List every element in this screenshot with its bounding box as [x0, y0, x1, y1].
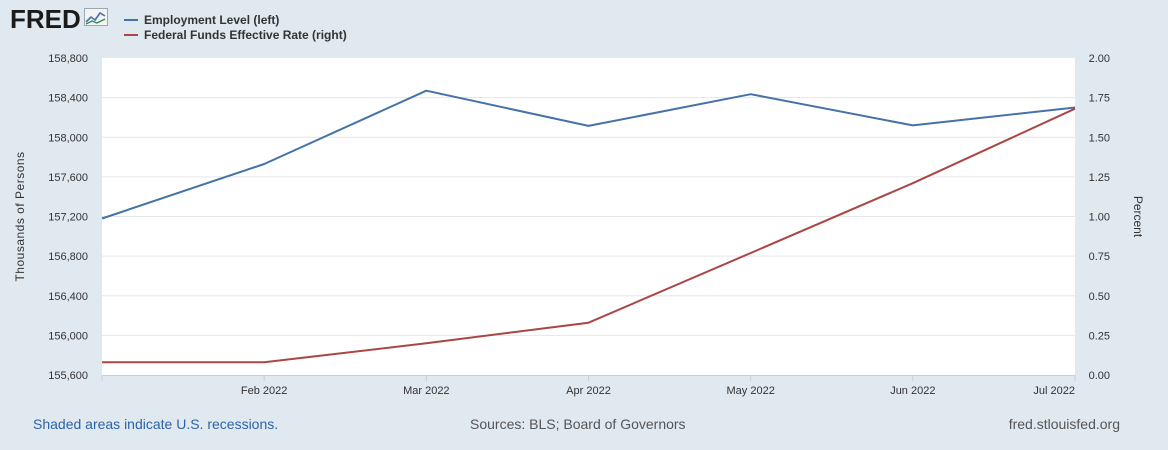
fred-logo[interactable]: FRED: [10, 6, 108, 32]
legend-swatch-employment: [124, 18, 138, 21]
right-axis-title: Percent: [1131, 196, 1145, 238]
fedfunds-data-point[interactable]: [1072, 106, 1078, 112]
right-tick-label: 0.25: [1089, 330, 1110, 342]
employment-data-point[interactable]: [261, 161, 267, 167]
legend-item-employment[interactable]: Employment Level (left): [124, 12, 347, 27]
fedfunds-data-point[interactable]: [423, 340, 429, 346]
x-tick-label: Apr 2022: [566, 385, 611, 397]
left-tick-label: 156,800: [48, 251, 88, 263]
legend-item-fedfunds[interactable]: Federal Funds Effective Rate (right): [124, 27, 347, 42]
site-link[interactable]: fred.stlouisfed.org: [1008, 416, 1120, 432]
left-tick-label: 156,000: [48, 330, 88, 342]
left-tick-label: 155,600: [48, 370, 88, 382]
fedfunds-data-point[interactable]: [261, 359, 267, 365]
chart-line-icon: [83, 7, 108, 31]
employment-data-point[interactable]: [748, 91, 754, 97]
x-tick-label: Jun 2022: [890, 385, 935, 397]
fedfunds-data-point[interactable]: [910, 180, 916, 186]
employment-data-point[interactable]: [910, 122, 916, 128]
x-tick-label: Jul 2022: [1033, 385, 1075, 397]
fedfunds-data-point[interactable]: [748, 250, 754, 256]
right-tick-label: 1.75: [1089, 93, 1110, 105]
left-tick-label: 157,200: [48, 212, 88, 224]
legend-label-employment: Employment Level (left): [144, 12, 280, 27]
left-axis-title: Thousands of Persons: [13, 151, 27, 281]
employment-series-line[interactable]: [101, 89, 1076, 220]
legend-swatch-fedfunds: [124, 33, 138, 36]
recession-note: Shaded areas indicate U.S. recessions.: [33, 416, 279, 432]
employment-data-point[interactable]: [586, 123, 592, 129]
right-tick-label: 1.25: [1089, 172, 1110, 184]
left-tick-label: 158,800: [48, 53, 88, 65]
right-tick-label: 2.00: [1089, 53, 1110, 65]
right-tick-label: 0.00: [1089, 370, 1110, 382]
left-tick-label: 158,400: [48, 93, 88, 105]
left-tick-label: 156,400: [48, 291, 88, 303]
legend: Employment Level (left) Federal Funds Ef…: [124, 12, 347, 42]
fedfunds-data-point[interactable]: [99, 359, 105, 365]
left-tick-label: 157,600: [48, 172, 88, 184]
right-tick-label: 1.00: [1089, 212, 1110, 224]
legend-label-fedfunds: Federal Funds Effective Rate (right): [144, 27, 347, 42]
x-tick-label: May 2022: [727, 385, 775, 397]
x-tick-label: Feb 2022: [241, 385, 287, 397]
employment-data-point[interactable]: [423, 88, 429, 94]
fedfunds-series-line[interactable]: [102, 107, 1076, 364]
right-tick-label: 1.50: [1089, 132, 1110, 144]
x-tick-label: Mar 2022: [403, 385, 449, 397]
fedfunds-data-point[interactable]: [586, 320, 592, 326]
left-tick-label: 158,000: [48, 132, 88, 144]
employment-data-point[interactable]: [99, 215, 105, 221]
right-tick-label: 0.75: [1089, 251, 1110, 263]
right-tick-label: 0.50: [1089, 291, 1110, 303]
sources-text: Sources: BLS; Board of Governors: [470, 416, 686, 432]
logo-text: FRED: [10, 4, 81, 34]
